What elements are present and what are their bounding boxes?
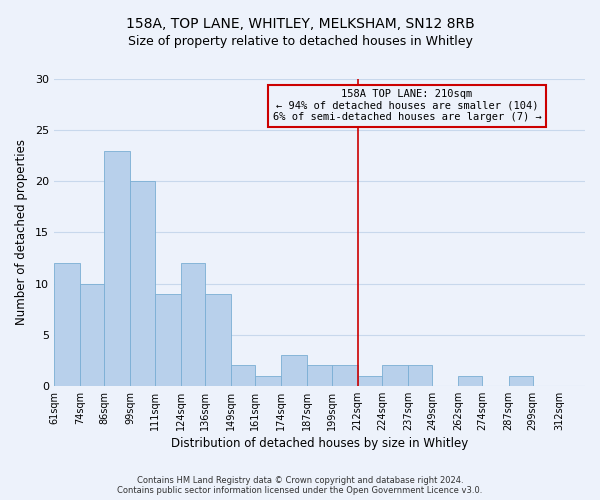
Bar	[509, 376, 533, 386]
Bar	[382, 366, 408, 386]
Text: Contains HM Land Registry data © Crown copyright and database right 2024.: Contains HM Land Registry data © Crown c…	[137, 476, 463, 485]
Bar	[307, 366, 332, 386]
Bar	[104, 150, 130, 386]
Bar	[231, 366, 255, 386]
Bar	[205, 294, 231, 386]
Text: 158A TOP LANE: 210sqm
← 94% of detached houses are smaller (104)
6% of semi-deta: 158A TOP LANE: 210sqm ← 94% of detached …	[272, 89, 541, 122]
Bar	[458, 376, 482, 386]
Bar	[281, 355, 307, 386]
Bar	[80, 284, 104, 386]
X-axis label: Distribution of detached houses by size in Whitley: Distribution of detached houses by size …	[171, 437, 468, 450]
Y-axis label: Number of detached properties: Number of detached properties	[15, 140, 28, 326]
Bar	[181, 263, 205, 386]
Bar	[332, 366, 358, 386]
Bar	[255, 376, 281, 386]
Text: Size of property relative to detached houses in Whitley: Size of property relative to detached ho…	[128, 35, 472, 48]
Bar	[130, 182, 155, 386]
Bar	[408, 366, 432, 386]
Text: 158A, TOP LANE, WHITLEY, MELKSHAM, SN12 8RB: 158A, TOP LANE, WHITLEY, MELKSHAM, SN12 …	[125, 18, 475, 32]
Bar	[358, 376, 382, 386]
Text: Contains public sector information licensed under the Open Government Licence v3: Contains public sector information licen…	[118, 486, 482, 495]
Bar	[155, 294, 181, 386]
Bar	[54, 263, 80, 386]
